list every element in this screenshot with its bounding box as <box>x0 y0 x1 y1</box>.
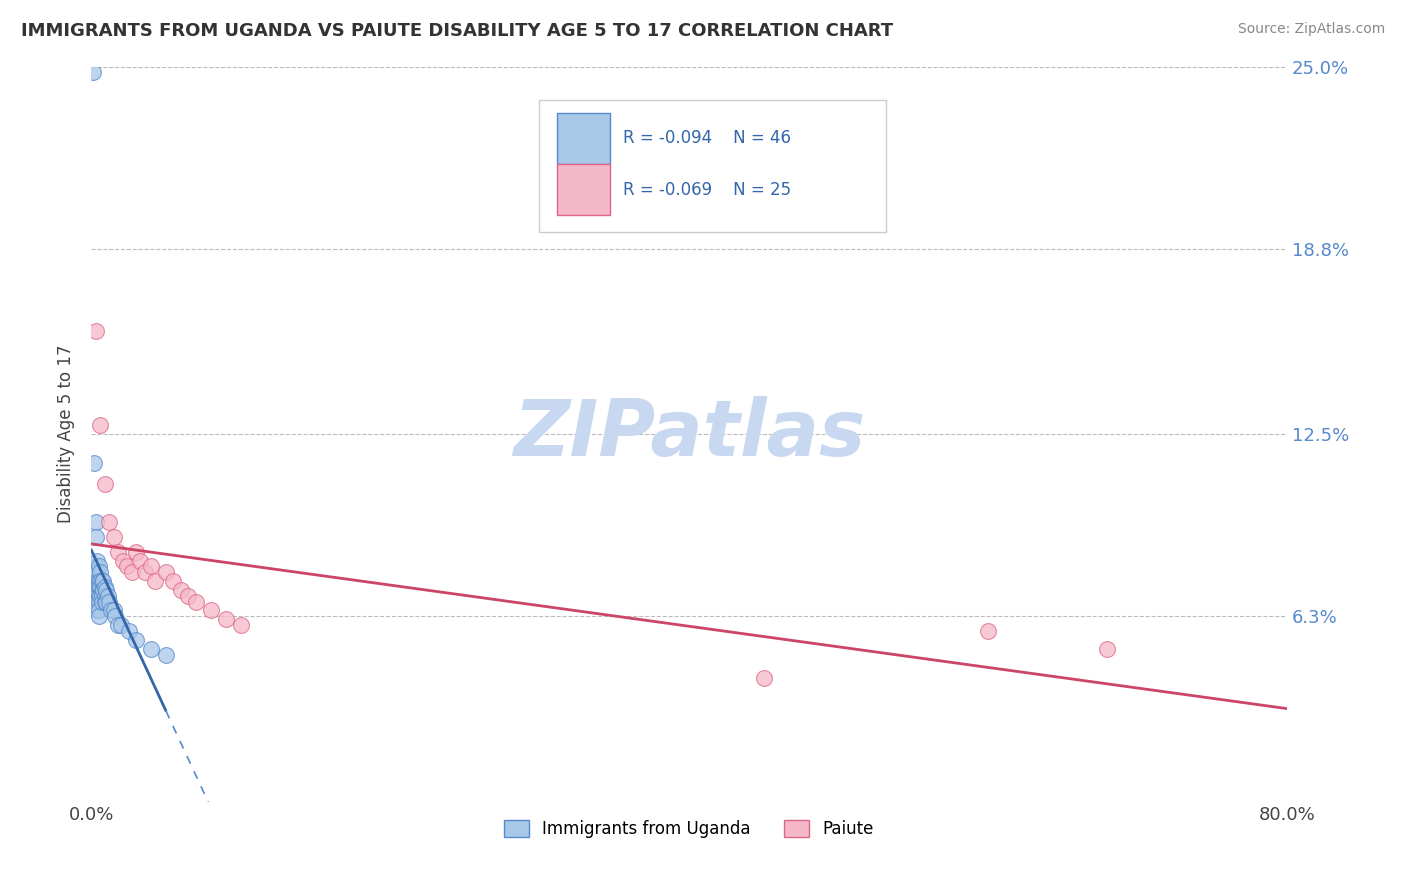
Point <box>87 589 110 603</box>
Point <box>86 553 108 567</box>
Point <box>752 671 775 685</box>
Point <box>1097 641 1119 656</box>
Point <box>93 580 115 594</box>
Point <box>89 589 111 603</box>
Point <box>121 566 143 580</box>
Point <box>89 580 111 594</box>
Point <box>977 624 1000 638</box>
Point <box>214 612 236 626</box>
Point <box>89 574 111 588</box>
Point <box>155 648 177 662</box>
Point <box>89 418 111 433</box>
Point <box>93 595 115 609</box>
Point <box>94 582 117 597</box>
Point <box>82 65 104 79</box>
Point <box>107 544 129 558</box>
Point <box>84 516 107 530</box>
Point <box>98 595 121 609</box>
Point <box>98 516 121 530</box>
Point <box>93 477 115 491</box>
Point <box>90 582 112 597</box>
Point <box>170 582 193 597</box>
Text: R = -0.094    N = 46: R = -0.094 N = 46 <box>623 129 792 147</box>
FancyBboxPatch shape <box>540 100 886 232</box>
Point <box>103 603 125 617</box>
Point <box>104 609 127 624</box>
Point <box>200 603 222 617</box>
Point <box>162 574 184 588</box>
Point <box>111 553 134 567</box>
Point <box>145 574 167 588</box>
Point <box>125 632 148 647</box>
Point <box>89 566 111 580</box>
Point <box>84 559 107 574</box>
Text: IMMIGRANTS FROM UGANDA VS PAIUTE DISABILITY AGE 5 TO 17 CORRELATION CHART: IMMIGRANTS FROM UGANDA VS PAIUTE DISABIL… <box>21 22 893 40</box>
Point <box>97 589 120 603</box>
Point <box>86 566 108 580</box>
Point <box>87 609 110 624</box>
Point <box>177 589 200 603</box>
Point <box>87 559 110 574</box>
Point <box>90 574 112 588</box>
Point <box>134 566 156 580</box>
Point <box>87 595 110 609</box>
Point <box>117 624 139 638</box>
FancyBboxPatch shape <box>557 113 610 163</box>
Point <box>91 582 114 597</box>
Point <box>100 603 122 617</box>
Point <box>125 544 148 558</box>
Point <box>139 641 162 656</box>
Point <box>84 530 107 544</box>
Point <box>91 574 114 588</box>
FancyBboxPatch shape <box>557 164 610 215</box>
Point <box>129 553 152 567</box>
Point <box>139 559 162 574</box>
Point <box>229 618 252 632</box>
Text: Source: ZipAtlas.com: Source: ZipAtlas.com <box>1237 22 1385 37</box>
Point <box>90 589 112 603</box>
Point <box>110 618 132 632</box>
Legend: Immigrants from Uganda, Paiute: Immigrants from Uganda, Paiute <box>498 814 880 845</box>
Point <box>87 574 110 588</box>
Text: R = -0.069    N = 25: R = -0.069 N = 25 <box>623 181 792 199</box>
Point <box>83 457 105 471</box>
Point <box>86 589 108 603</box>
Point <box>94 595 117 609</box>
Text: ZIPatlas: ZIPatlas <box>513 396 865 472</box>
Point <box>87 603 110 617</box>
Point <box>87 580 110 594</box>
Point <box>86 603 108 617</box>
Point <box>86 595 108 609</box>
Y-axis label: Disability Age 5 to 17: Disability Age 5 to 17 <box>58 345 75 524</box>
Point <box>93 589 115 603</box>
Point <box>84 324 107 338</box>
Point <box>184 595 207 609</box>
Point <box>115 559 138 574</box>
Point <box>90 595 112 609</box>
Point <box>84 566 107 580</box>
Point <box>86 574 108 588</box>
Point <box>155 566 177 580</box>
Point <box>86 580 108 594</box>
Point <box>103 530 125 544</box>
Point <box>107 618 129 632</box>
